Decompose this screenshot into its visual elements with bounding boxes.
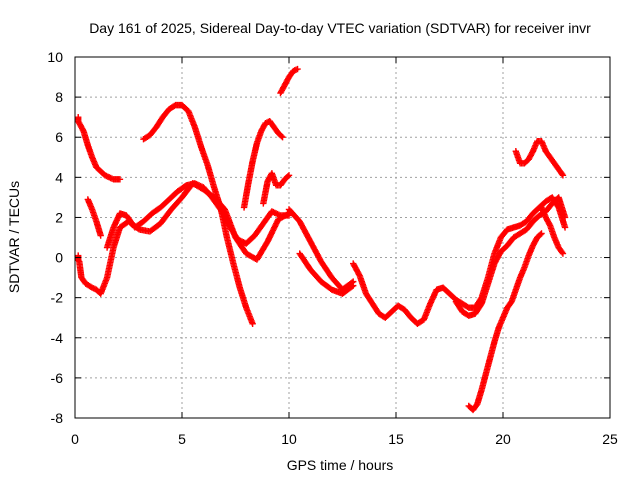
data-point-plus	[97, 232, 104, 239]
y-tick-label: 2	[55, 209, 63, 225]
data-point-plus	[537, 231, 544, 238]
series-pass-6	[240, 117, 286, 211]
y-tick-label: 4	[55, 169, 63, 185]
y-tick-label: -6	[51, 370, 64, 386]
data-point-plus	[279, 134, 286, 141]
data-point-plus	[284, 173, 292, 180]
y-axis-label: SDTVAR / TECUs	[6, 181, 22, 293]
data-point-plus	[116, 176, 124, 183]
y-tick-label: 10	[47, 49, 63, 65]
data-point-plus	[546, 220, 553, 228]
x-tick-label: 10	[281, 431, 297, 447]
y-tick-label: 8	[55, 89, 63, 105]
data-series	[75, 65, 569, 414]
y-tick-label: -8	[51, 410, 64, 426]
series-pass-15	[538, 204, 567, 257]
data-point-plus	[278, 133, 285, 140]
data-point-plus	[559, 250, 567, 257]
grid	[75, 57, 610, 418]
data-point-plus	[538, 230, 545, 237]
series-pass-7	[260, 170, 293, 207]
series-pass-8	[277, 65, 301, 97]
data-point-plus	[561, 214, 569, 221]
data-point-plus	[285, 172, 293, 179]
series-pass-3	[84, 196, 104, 239]
data-point-plus	[350, 282, 357, 289]
x-tick-label: 5	[178, 431, 186, 447]
series-pass-14	[512, 138, 567, 179]
x-axis-label: GPS time / hours	[287, 457, 394, 473]
chart-title: Day 161 of 2025, Sidereal Day-to-day VTE…	[89, 20, 591, 36]
y-tick-label: 0	[55, 250, 63, 266]
series-pass-13	[465, 230, 545, 414]
x-tick-label: 25	[602, 431, 618, 447]
series-pass-1	[75, 113, 124, 183]
data-point-plus	[558, 249, 566, 256]
x-tick-label: 15	[388, 431, 404, 447]
x-tick-label: 20	[495, 431, 511, 447]
series-pass-10	[296, 250, 357, 297]
plot-frame	[74, 56, 611, 419]
data-point-plus	[355, 271, 363, 278]
y-tick-label: 6	[55, 129, 63, 145]
data-point-plus	[561, 224, 569, 231]
data-point-plus	[348, 283, 356, 290]
y-tick-label: -2	[51, 290, 64, 306]
data-point-plus	[294, 65, 301, 73]
data-point-plus	[249, 320, 256, 327]
y-tick-label: -4	[51, 330, 64, 346]
data-point-plus	[558, 170, 566, 178]
x-tick-label: 0	[71, 431, 79, 447]
data-point-plus	[559, 172, 567, 179]
series-pass-5	[140, 101, 256, 327]
axis-ticks: 0 5 10 15 20 25 -8 -6 -4 -2 0 2 4 6 8 10	[47, 49, 618, 447]
